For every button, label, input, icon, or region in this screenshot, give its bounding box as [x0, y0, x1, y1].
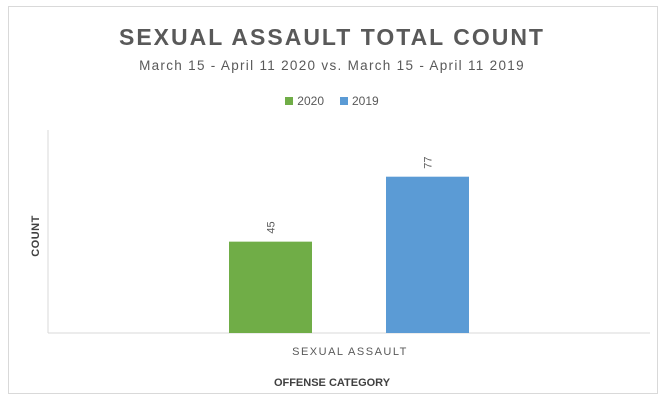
- legend-swatch-2020: [285, 97, 294, 105]
- bar-2020-sexual-assault: [229, 241, 312, 333]
- chart-subtitle: March 15 - April 11 2020 vs. March 15 - …: [139, 58, 525, 73]
- legend-label-2019: 2019: [352, 94, 379, 108]
- legend-item-2020: 2020: [285, 94, 324, 108]
- data-labels-group: 45 77: [266, 156, 435, 233]
- chart-title: SEXUAL ASSAULT TOTAL COUNT: [119, 24, 545, 50]
- bars-group: [229, 176, 469, 333]
- data-label-2019: 77: [423, 156, 435, 168]
- legend: 2020 2019: [0, 94, 664, 108]
- x-axis-title: OFFENSE CATEGORY: [273, 377, 391, 389]
- legend-item-2019: 2019: [340, 94, 379, 108]
- legend-label-2020: 2020: [297, 94, 324, 108]
- x-tick-labels-group: SEXUAL ASSAULT: [292, 346, 408, 358]
- data-label-2020: 45: [266, 221, 278, 233]
- legend-swatch-2019: [340, 97, 348, 105]
- x-tick-label: SEXUAL ASSAULT: [292, 346, 408, 358]
- chart-frame: [8, 6, 658, 394]
- bar-2019-sexual-assault: [386, 176, 469, 333]
